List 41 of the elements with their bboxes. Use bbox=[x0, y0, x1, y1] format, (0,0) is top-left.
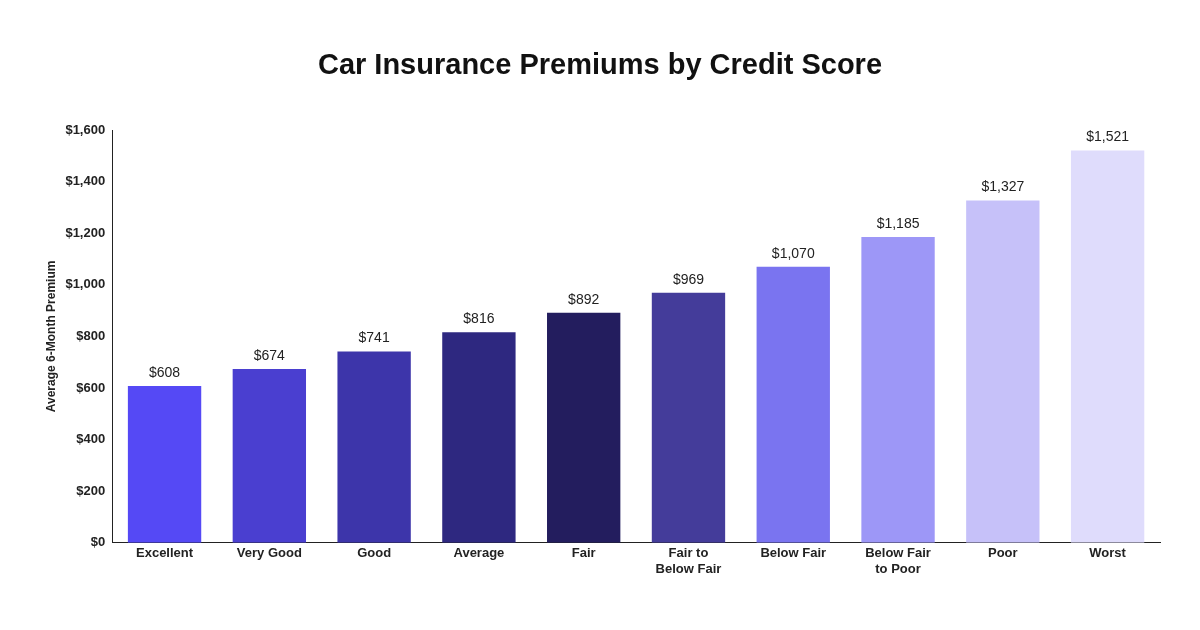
y-tick-label: $0 bbox=[90, 534, 106, 550]
bar bbox=[651, 292, 726, 543]
y-tick-label: $800 bbox=[76, 327, 106, 343]
data-label: $892 bbox=[568, 290, 600, 307]
y-tick-label: $1,400 bbox=[65, 173, 106, 189]
x-tick-label: Excellent bbox=[136, 545, 194, 561]
data-label: $1,521 bbox=[1086, 128, 1130, 145]
y-tick-label: $600 bbox=[76, 379, 106, 395]
bar bbox=[442, 332, 516, 543]
data-label: $1,185 bbox=[876, 214, 920, 231]
y-tick-label: $1,200 bbox=[65, 224, 106, 240]
bar bbox=[756, 266, 830, 543]
y-axis-title: Average 6-Month Premium bbox=[43, 260, 58, 413]
x-tick-label: Fair to Below Fair bbox=[655, 545, 722, 576]
bar bbox=[966, 200, 1040, 543]
bar bbox=[232, 368, 307, 543]
y-tick-label: $1,600 bbox=[65, 121, 106, 137]
data-label: $1,327 bbox=[981, 178, 1025, 195]
bar bbox=[861, 237, 935, 543]
data-label: $674 bbox=[253, 346, 286, 363]
data-label: $741 bbox=[358, 329, 390, 346]
x-tick-label: Average bbox=[453, 545, 505, 561]
bar bbox=[127, 385, 202, 543]
data-label: $1,070 bbox=[771, 244, 815, 261]
data-label: $969 bbox=[672, 270, 705, 287]
x-tick-label: Poor bbox=[988, 545, 1018, 561]
bar bbox=[1070, 150, 1145, 543]
x-tick-label: Below Fair to Poor bbox=[865, 545, 931, 576]
x-tick-label: Worst bbox=[1089, 545, 1127, 561]
bar bbox=[337, 351, 411, 543]
data-label: $816 bbox=[463, 310, 495, 327]
x-tick-label: Fair bbox=[571, 545, 596, 561]
chart-title: Car Insurance Premiums by Credit Score bbox=[316, 48, 884, 81]
x-tick-label: Very Good bbox=[236, 545, 302, 561]
bar bbox=[547, 312, 621, 543]
data-label: $608 bbox=[148, 363, 181, 380]
y-tick-label: $400 bbox=[76, 431, 106, 447]
x-tick-label: Below Fair bbox=[760, 545, 827, 561]
x-tick-label: Good bbox=[357, 545, 392, 561]
y-tick-label: $1,000 bbox=[65, 276, 106, 292]
y-tick-label: $200 bbox=[76, 482, 106, 498]
